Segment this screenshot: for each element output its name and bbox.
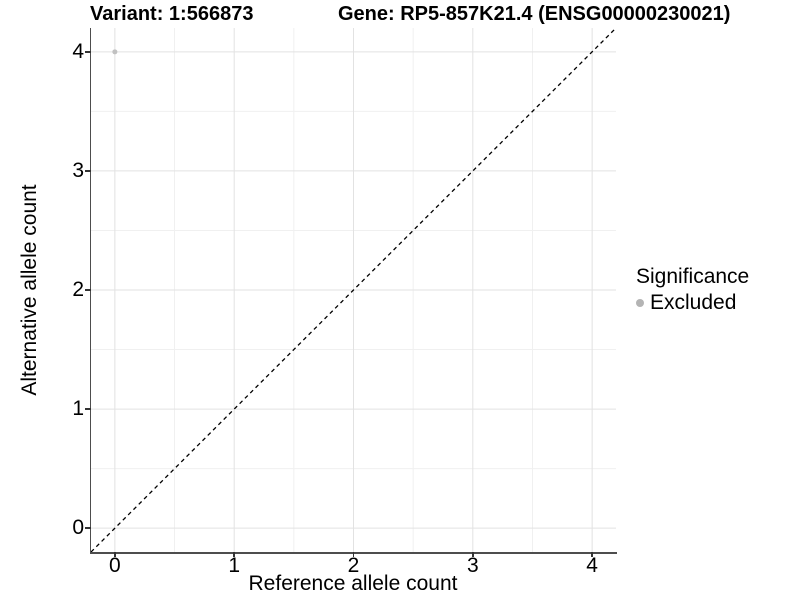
legend-item-label: Excluded: [650, 291, 737, 314]
x-tick-label: 1: [228, 554, 241, 577]
x-axis-title: Reference allele count: [248, 572, 458, 595]
y-tick-mark: [85, 289, 91, 291]
plot-area-svg: [91, 28, 616, 552]
x-tick-mark: [472, 552, 474, 557]
x-tick-mark: [114, 552, 116, 557]
legend-point-swatch: [636, 299, 644, 307]
data-point-excluded: [112, 49, 118, 55]
x-tick-label: 0: [109, 554, 121, 577]
x-tick-label: 2: [347, 554, 360, 577]
legend: Significance Excluded: [636, 265, 749, 315]
y-tick-label: 4: [72, 39, 84, 63]
y-axis-title: Alternative allele count: [18, 184, 41, 396]
y-tick-mark: [85, 527, 91, 529]
y-tick-label: 2: [72, 278, 84, 301]
x-tick-mark: [352, 552, 355, 557]
y-tick-mark: [85, 408, 91, 410]
x-tick-label: 3: [466, 554, 479, 577]
plot-title-variant: Variant: 1:566873: [90, 3, 254, 25]
x-tick-mark: [233, 552, 235, 557]
identity-reference-line: [91, 28, 616, 552]
x-tick-label: 4: [586, 554, 598, 577]
legend-title: Significance: [636, 265, 750, 288]
y-tick-label: 0: [72, 516, 84, 540]
y-tick-label: 1: [72, 397, 84, 421]
y-tick-mark: [85, 170, 91, 172]
legend-item-excluded: Excluded: [636, 291, 749, 315]
x-tick-mark: [591, 552, 593, 557]
y-axis-line: [89, 28, 91, 554]
plot-title-gene: Gene: RP5-857K21.4 (ENSG00000230021): [338, 3, 731, 25]
y-tick-mark: [85, 51, 91, 53]
y-tick-label: 3: [72, 158, 84, 182]
